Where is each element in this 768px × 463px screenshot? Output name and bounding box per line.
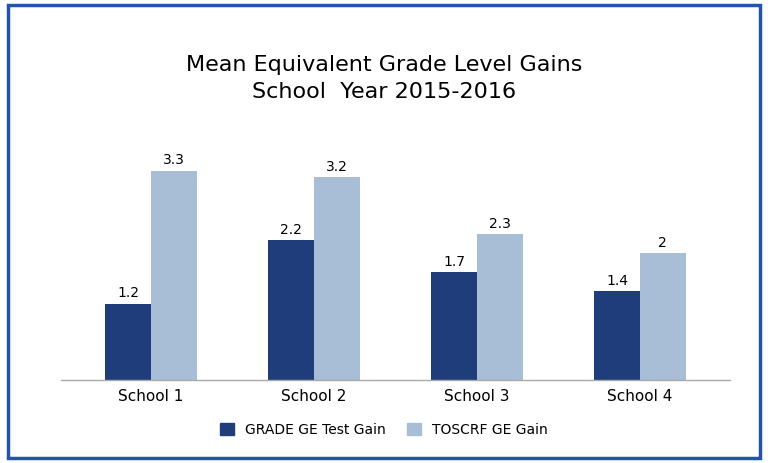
- Text: 2.3: 2.3: [489, 217, 511, 231]
- Bar: [477, 234, 523, 380]
- Bar: [314, 177, 359, 380]
- Text: Mean Equivalent Grade Level Gains
School  Year 2015-2016: Mean Equivalent Grade Level Gains School…: [186, 56, 582, 102]
- Bar: [432, 272, 477, 380]
- Bar: [268, 240, 314, 380]
- Bar: [594, 291, 640, 380]
- Text: 1.4: 1.4: [606, 274, 628, 288]
- Text: 3.2: 3.2: [326, 160, 348, 174]
- Legend: GRADE GE Test Gain, TOSCRF GE Gain: GRADE GE Test Gain, TOSCRF GE Gain: [215, 417, 553, 442]
- Text: 1.7: 1.7: [443, 255, 465, 269]
- Bar: [640, 253, 686, 380]
- Bar: [151, 170, 197, 380]
- Text: 2.2: 2.2: [280, 223, 302, 237]
- Text: 3.3: 3.3: [163, 153, 185, 168]
- Text: 2: 2: [658, 236, 667, 250]
- Text: 1.2: 1.2: [118, 287, 139, 300]
- Bar: [105, 304, 151, 380]
